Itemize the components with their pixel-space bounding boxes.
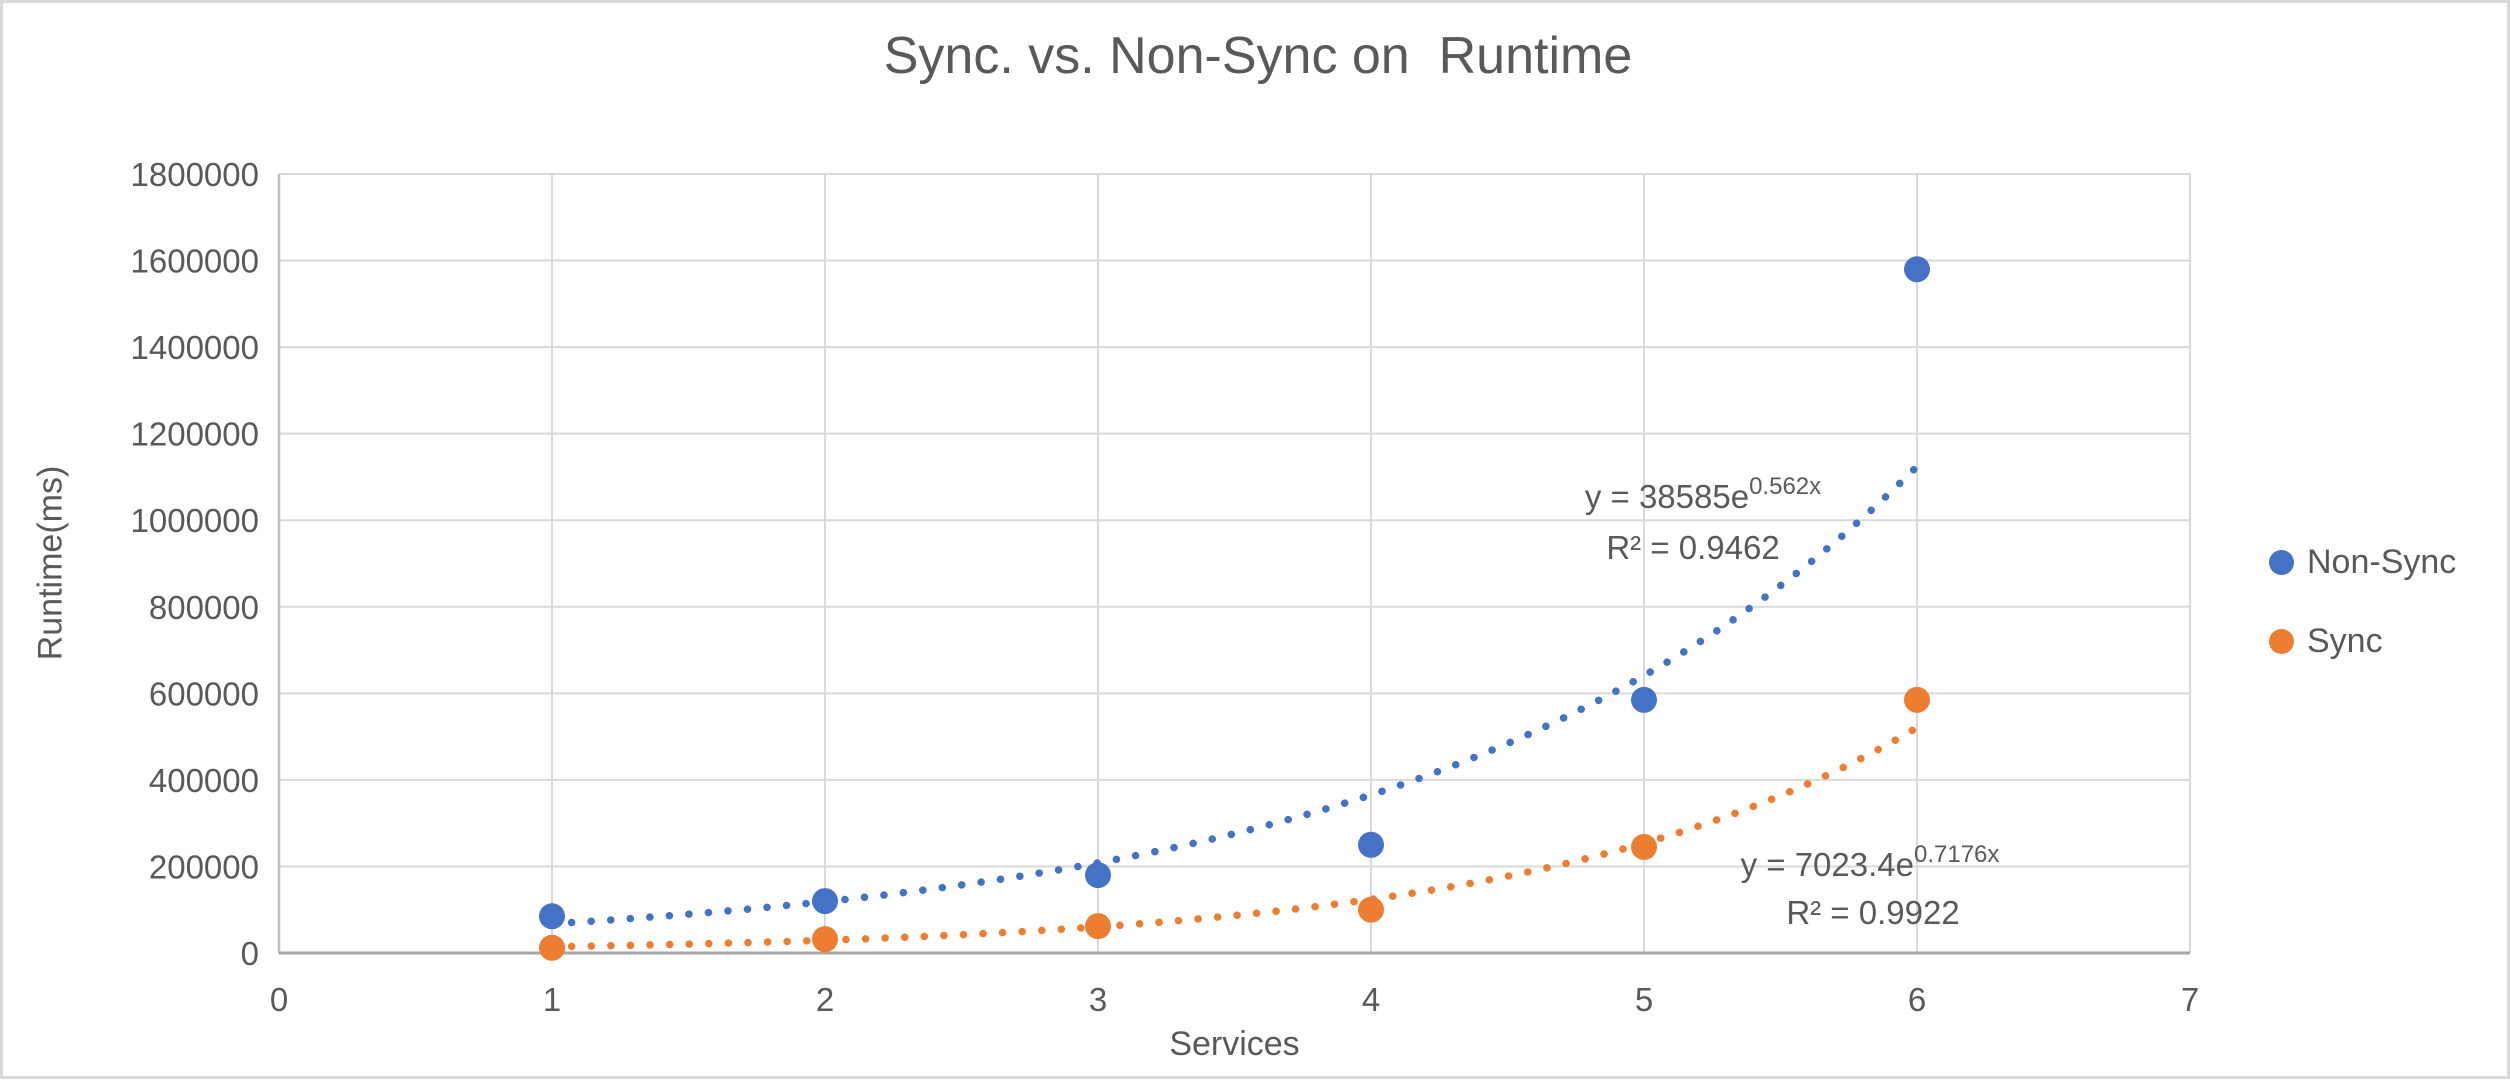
y-tick-label: 1400000 xyxy=(131,329,259,366)
data-point-sync xyxy=(539,934,565,961)
gridlines xyxy=(279,173,2191,953)
x-tick-label: 2 xyxy=(816,981,834,1018)
legend-label-sync: Sync xyxy=(2307,622,2383,660)
series-points-sync xyxy=(539,686,1930,961)
data-point-non-sync xyxy=(1631,686,1657,713)
x-tick-label: 3 xyxy=(1089,981,1107,1018)
y-tick-label: 600000 xyxy=(149,675,259,712)
data-point-non-sync xyxy=(1358,831,1384,858)
y-axis-title: Runtime(ms) xyxy=(31,465,70,661)
trendline-sync xyxy=(548,723,1921,951)
legend-item-sync: Sync xyxy=(2269,622,2456,661)
data-point-sync xyxy=(1358,896,1384,923)
y-tick-label: 800000 xyxy=(149,589,259,626)
x-axis-title: Services xyxy=(1169,1025,1300,1063)
legend-marker-sync xyxy=(2269,629,2294,654)
legend-label-non-sync: Non-Sync xyxy=(2307,543,2457,581)
y-tick-label: 1600000 xyxy=(131,243,259,280)
data-point-non-sync xyxy=(539,903,565,930)
scatter-plot-canvas: 0 200000 400000 600000 800000 1000000 1200000 1… xyxy=(131,156,2200,1018)
trendline-non-sync xyxy=(548,462,1921,928)
data-point-sync xyxy=(1085,913,1111,940)
legend-item-non-sync: Non-Sync xyxy=(2269,543,2456,582)
y-tick-label: 1200000 xyxy=(131,416,259,453)
data-point-non-sync xyxy=(812,888,838,915)
trendline-equation-non-sync: y = 38585e0.562x xyxy=(1585,473,1821,515)
trendline-equation-sync: y = 7023.4e0.7176x xyxy=(1741,841,2000,883)
tick-labels: 0 200000 400000 600000 800000 1000000 1200000 1… xyxy=(131,156,2200,1018)
data-point-sync xyxy=(1904,686,1930,713)
x-tick-label: 6 xyxy=(1908,981,1926,1018)
data-point-non-sync xyxy=(1085,862,1111,889)
y-tick-label: 1000000 xyxy=(131,502,259,539)
x-tick-label: 5 xyxy=(1635,981,1653,1018)
y-tick-label: 200000 xyxy=(149,848,259,885)
x-tick-label: 1 xyxy=(543,981,561,1018)
y-tick-label: 0 xyxy=(241,935,259,972)
x-tick-label: 0 xyxy=(270,981,288,1018)
y-tick-label: 1800000 xyxy=(131,156,259,193)
data-point-sync xyxy=(812,926,838,953)
legend: Non-Sync Sync xyxy=(2269,543,2456,661)
x-tick-label: 4 xyxy=(1362,981,1380,1018)
chart-title: Sync. vs. Non-Sync on Runtime xyxy=(883,27,1633,85)
trendline-r2-non-sync: R² = 0.9462 xyxy=(1606,529,1779,566)
x-tick-label: 7 xyxy=(2181,981,2199,1018)
legend-marker-non-sync xyxy=(2269,550,2294,575)
y-tick-label: 400000 xyxy=(149,762,259,799)
trendline-r2-sync: R² = 0.9922 xyxy=(1786,894,1959,931)
series-points-non-sync xyxy=(539,256,1930,930)
data-point-non-sync xyxy=(1904,256,1930,283)
data-point-sync xyxy=(1631,833,1657,860)
